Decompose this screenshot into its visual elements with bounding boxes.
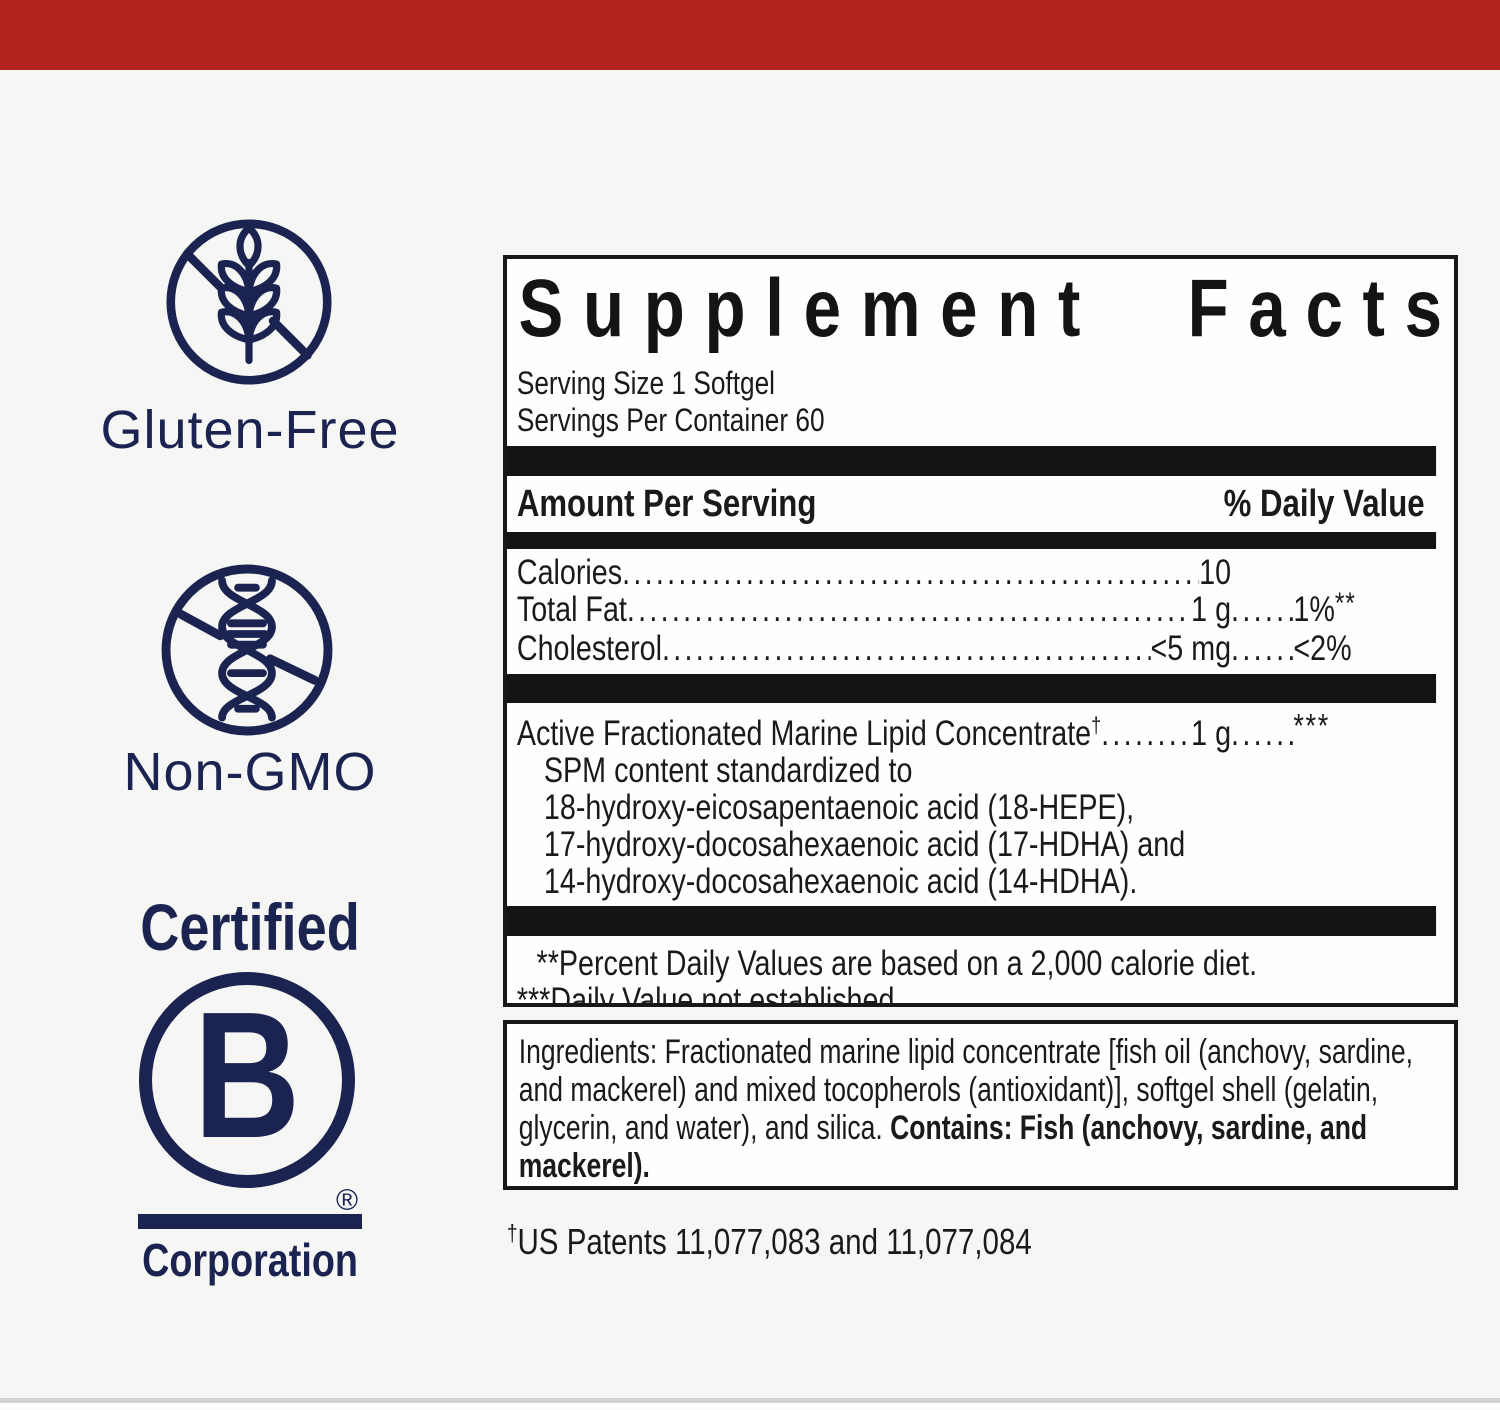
ingredients-box: Ingredients: Fractionated marine lipid c… — [503, 1020, 1458, 1190]
column-header-row: Amount Per Serving % Daily Value — [507, 484, 1436, 524]
image-bottom-margin — [0, 1403, 1500, 1410]
asterisks-footnote-mark: *** — [1293, 707, 1330, 744]
hdha-17-line: 17-hydroxy-docosahexaenoic acid (17-HDHA… — [543, 825, 1186, 864]
hdha-14-line: 14-hydroxy-docosahexaenoic acid (14-HDHA… — [543, 862, 1138, 901]
divider-bar — [507, 446, 1437, 476]
amount-per-serving-header: Amount Per Serving — [516, 483, 817, 525]
dagger-footnote-mark: † — [507, 1220, 518, 1246]
hepe-line: 18-hydroxy-eicosapentaenoic acid (18-HEP… — [543, 788, 1135, 827]
dot-leader — [1101, 715, 1191, 752]
supplement-facts-panel: Supplement Facts Serving Size 1 Softgel … — [503, 255, 1458, 1007]
dot-leader — [662, 630, 1150, 667]
spm-content-line: SPM content standardized to — [543, 751, 913, 790]
divider-bar — [507, 532, 1437, 549]
percent-daily-value-footnote: **Percent Daily Values are based on a 2,… — [536, 944, 1258, 983]
supplement-facts-title: Supplement Facts — [518, 263, 1458, 354]
b-corp-letter: B — [193, 975, 301, 1176]
divider-bar — [507, 674, 1437, 703]
nutrient-row-marine-lipid-concentrate: Active Fractionated Marine Lipid Concent… — [507, 707, 1436, 752]
b-corp-circle-icon: B — [139, 972, 355, 1188]
non-gmo-icon — [161, 564, 333, 736]
ingredients-text: Ingredients: Fractionated marine lipid c… — [518, 1033, 1413, 1185]
dot-leader — [1231, 591, 1293, 628]
serving-size-text: Serving Size 1 Softgel — [516, 365, 776, 401]
nutrient-row-calories: Calories 10 — [507, 554, 1436, 591]
contains-allergen-statement: Contains: Fish (anchovy, sardine, and ma… — [518, 1109, 1368, 1185]
nutrient-row-cholesterol: Cholesterol <5 mg <2% — [507, 630, 1436, 669]
image-bottom-edge-line — [0, 1398, 1500, 1403]
registered-trademark-icon: ® — [336, 1184, 359, 1217]
nutrient-row-total-fat: Total Fat 1 g 1%** — [507, 587, 1436, 630]
gluten-free-label: Gluten-Free — [100, 400, 400, 460]
servings-per-container-text: Servings Per Container 60 — [516, 402, 825, 438]
b-corp-corporation-text: Corporation — [142, 1234, 358, 1286]
dagger-footnote-mark: † — [1091, 712, 1102, 738]
daily-value-header: % Daily Value — [1223, 483, 1425, 525]
dot-leader — [627, 591, 1191, 628]
patents-note: †US Patents 11,077,083 and 11,077,084 — [507, 1220, 1032, 1262]
top-red-bar — [0, 0, 1500, 70]
non-gmo-label: Non-GMO — [123, 742, 377, 802]
b-corp-certified-text: Certified — [140, 890, 360, 964]
gluten-free-icon — [166, 219, 332, 385]
dot-leader — [1231, 715, 1293, 752]
b-corp-underline-bar — [138, 1214, 362, 1229]
dot-leader — [1231, 630, 1293, 667]
dot-leader — [622, 554, 1199, 591]
daily-value-not-established-footnote: ***Daily Value not established. — [516, 981, 903, 1007]
divider-bar — [507, 906, 1437, 936]
